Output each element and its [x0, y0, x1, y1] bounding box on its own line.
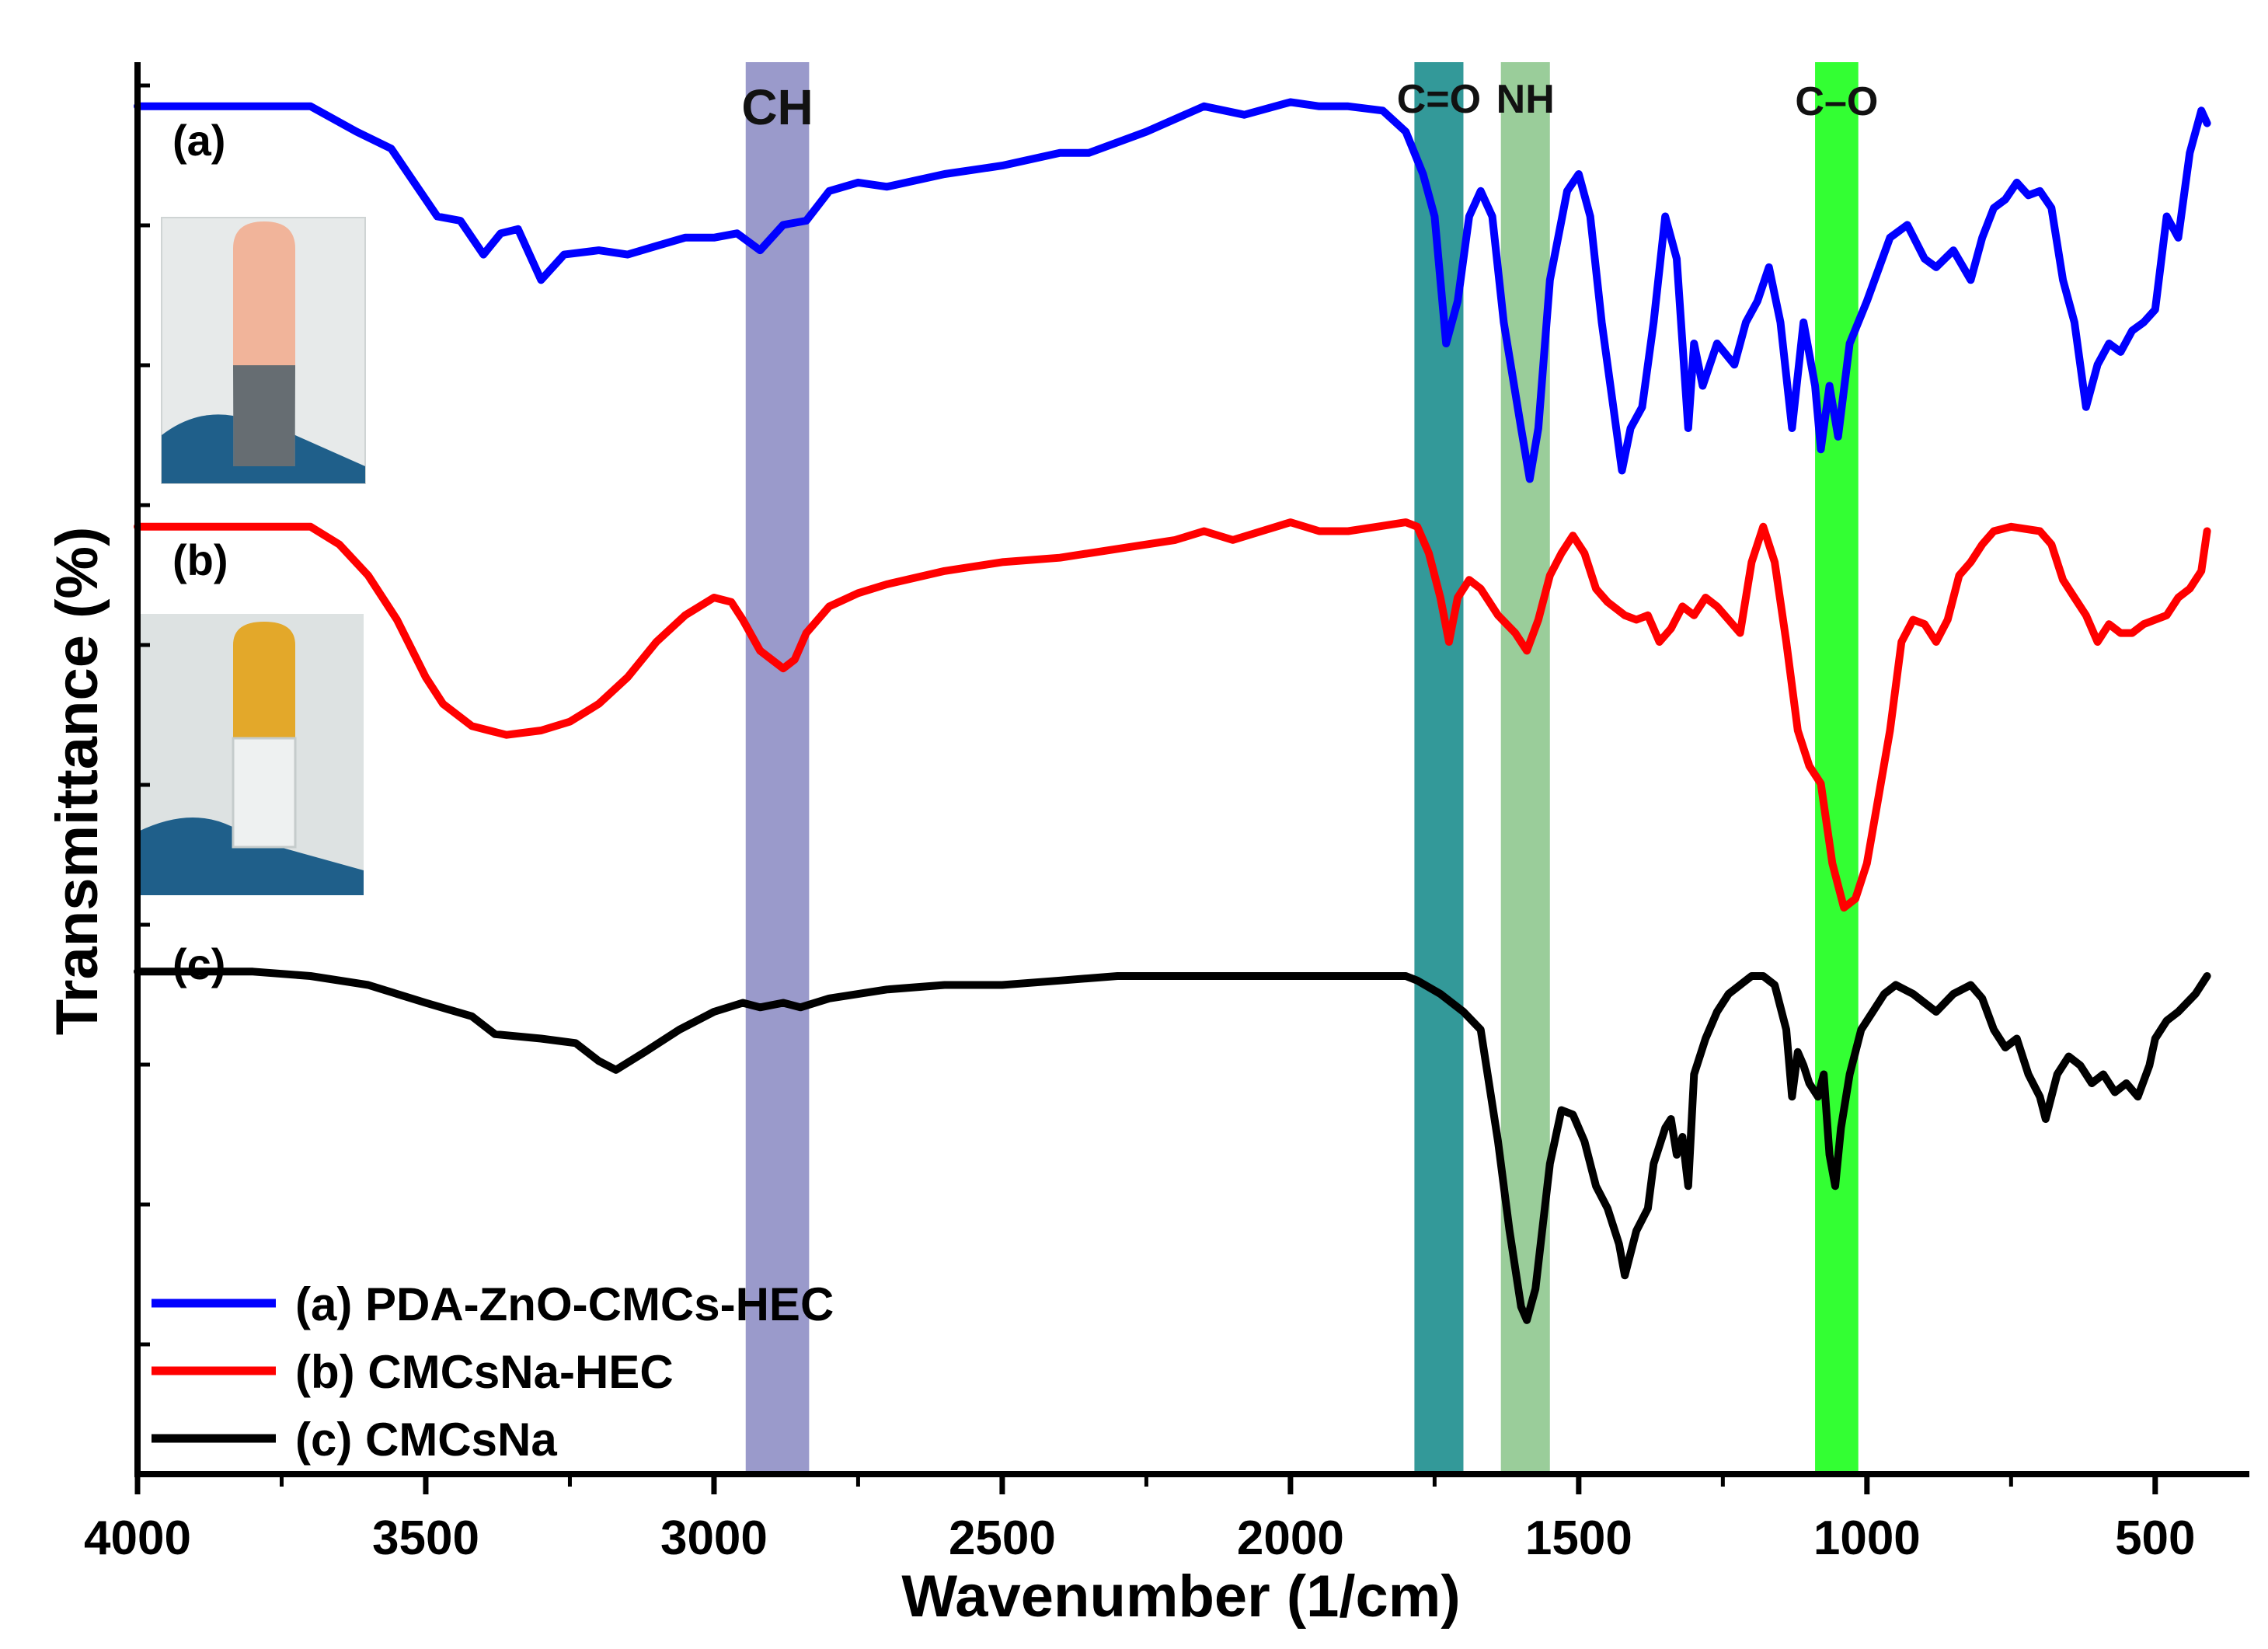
band-label-nh: NH — [1496, 77, 1555, 122]
band-nh — [1500, 62, 1550, 1474]
x-axis-ticks — [134, 83, 2158, 1494]
legend-label-a: (a) PDA-ZnO-CMCs-HEC — [295, 1278, 834, 1330]
x-axis-title: Wavenumber (1/cm) — [901, 1564, 1460, 1630]
series-label-b: (b) — [172, 535, 228, 584]
x-tick-label: 2000 — [1237, 1511, 1344, 1565]
inset-photo-a — [161, 217, 366, 484]
band-label-co-ether: C–O — [1795, 79, 1878, 124]
band-labels: CH C=O NH C–O — [741, 77, 1878, 135]
band-label-co-carbonyl: C=O — [1397, 77, 1481, 122]
series-label-a: (a) — [172, 116, 225, 165]
series-line-a — [134, 98, 2211, 483]
band-ch — [745, 62, 810, 1474]
series-line-c — [134, 967, 2211, 1324]
x-tick-label: 4000 — [84, 1511, 191, 1565]
band-co-ether — [1815, 62, 1859, 1474]
x-tick-label: 500 — [2115, 1511, 2195, 1565]
inset-photo-b — [138, 614, 364, 895]
x-axis-tick-labels: 4000 3500 3000 2500 2000 1500 1000 500 — [84, 1511, 2196, 1565]
band-label-ch: CH — [741, 79, 813, 135]
legend-label-c: (c) CMCsNa — [295, 1414, 557, 1466]
x-tick-label: 2500 — [949, 1511, 1056, 1565]
spectra — [134, 98, 2211, 1324]
series-line-b — [134, 518, 2211, 912]
x-tick-label: 3500 — [372, 1511, 479, 1565]
x-tick-label: 1000 — [1813, 1511, 1921, 1565]
legend: (a) PDA-ZnO-CMCs-HEC (b) CMCsNa-HEC (c) … — [152, 1278, 834, 1466]
axes — [134, 62, 2249, 1477]
x-tick-label: 1500 — [1525, 1511, 1632, 1565]
series-label-c: (c) — [172, 940, 225, 988]
legend-label-b: (b) CMCsNa-HEC — [295, 1346, 674, 1398]
y-axis-title: Transmittance (%) — [44, 527, 110, 1036]
band-highlights — [745, 62, 1859, 1474]
x-tick-label: 3000 — [660, 1511, 768, 1565]
